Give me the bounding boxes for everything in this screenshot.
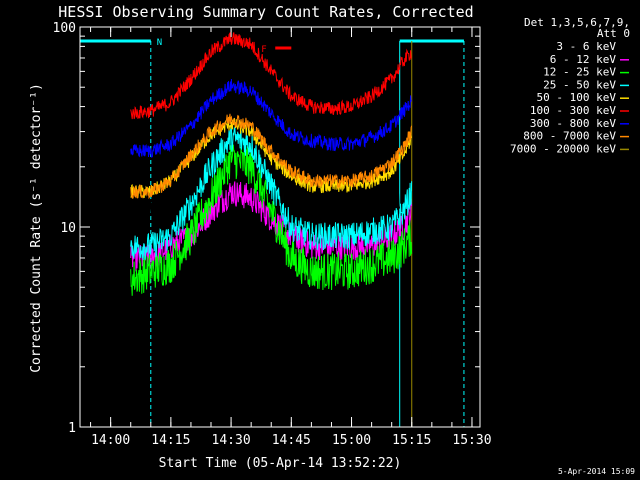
legend-label-7: 800 - 7000 keV xyxy=(523,130,616,143)
y-tick-label-1: 10 xyxy=(60,221,76,236)
x-tick-label-5: 15:15 xyxy=(392,433,431,448)
series-line-6 xyxy=(130,78,412,158)
chart-title: HESSI Observing Summary Count Rates, Cor… xyxy=(58,3,473,21)
legend-label-4: 50 - 100 keV xyxy=(537,91,617,104)
legend-label-2: 12 - 25 keV xyxy=(543,66,616,79)
series-line-3 xyxy=(130,124,413,261)
x-tick-label-0: 14:00 xyxy=(91,433,130,448)
y-tick-label-2: 100 xyxy=(53,21,76,36)
annotation-f: F xyxy=(261,45,266,55)
series-line-2 xyxy=(130,144,413,296)
x-tick-label-3: 14:45 xyxy=(272,433,311,448)
annotation-n: N xyxy=(157,38,162,48)
y-tick-label-0: 1 xyxy=(68,421,76,436)
x-tick-label-4: 15:00 xyxy=(332,433,371,448)
legend-header-0: Det 1,3,5,6,7,9, xyxy=(524,16,630,29)
y-axis-label: Corrected Count Rate (s⁻¹ detector⁻¹) xyxy=(29,83,44,373)
legend-label-6: 300 - 800 keV xyxy=(530,117,616,130)
legend-header-1: Att 0 xyxy=(597,27,630,40)
legend-label-5: 100 - 300 keV xyxy=(530,104,616,117)
legend-label-0: 3 - 6 keV xyxy=(556,40,616,53)
legend-label-3: 25 - 50 keV xyxy=(543,78,616,91)
series-line-5 xyxy=(130,32,412,120)
axes: 14:00 14:15 14:30 14:45 15:00 15:15 15:30 1 10 10… xyxy=(53,21,492,448)
x-tick-label-6: 15:30 xyxy=(452,433,491,448)
x-tick-label-1: 14:15 xyxy=(151,433,190,448)
series-line-4 xyxy=(130,117,413,199)
x-tick-label-2: 14:30 xyxy=(212,433,251,448)
series-line-7 xyxy=(130,113,413,200)
footer-date: 5-Apr-2014 15:09 xyxy=(558,467,635,476)
x-axis-label: Start Time (05-Apr-14 13:52:22) xyxy=(159,456,402,471)
plot-area: NF xyxy=(80,32,465,427)
legend-label-8: 7000 - 20000 keV xyxy=(510,142,616,155)
legend-label-1: 6 - 12 keV xyxy=(550,53,617,66)
